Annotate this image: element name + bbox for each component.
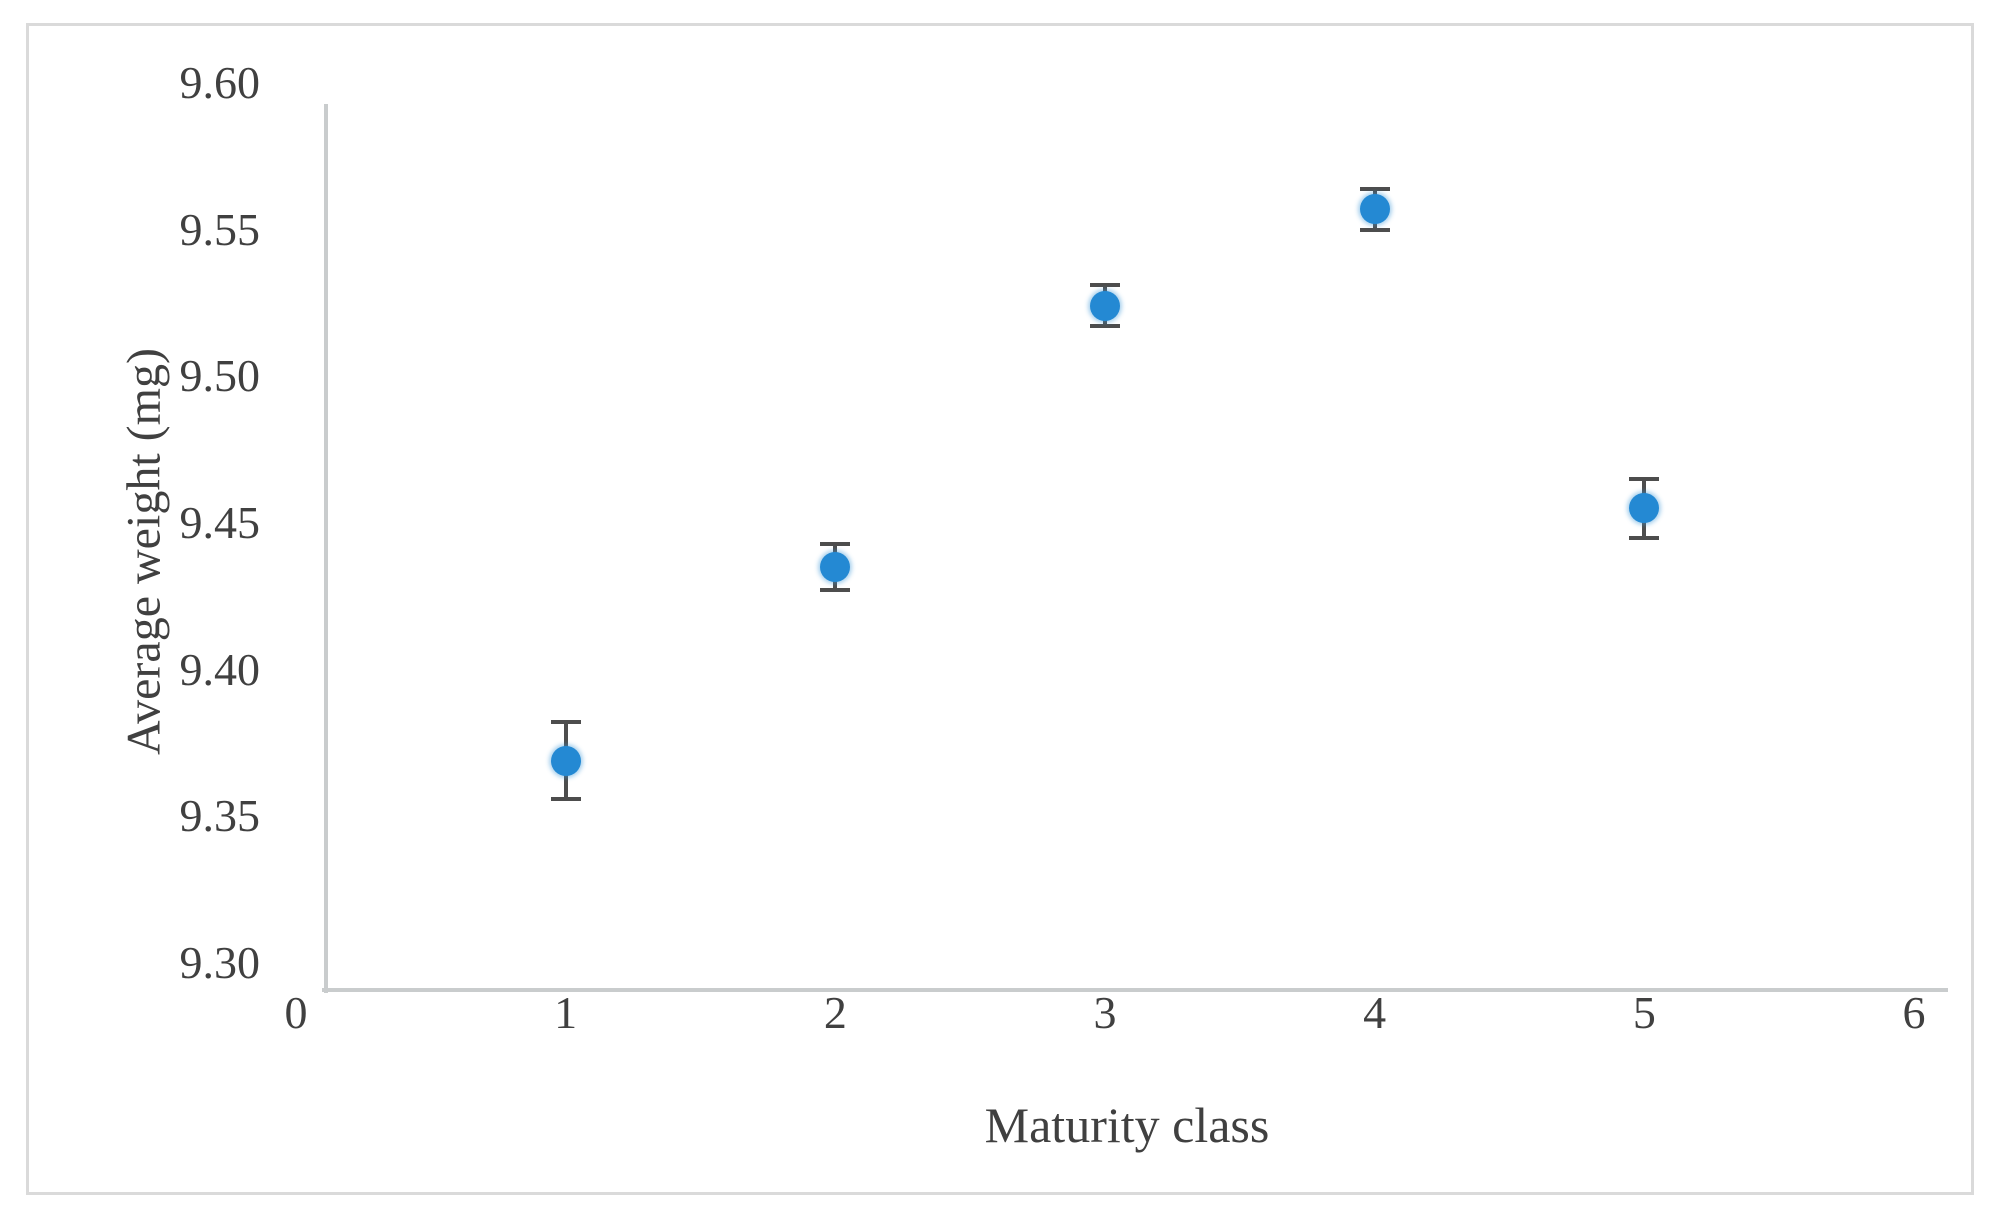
- error-bar-cap: [820, 541, 851, 546]
- error-bar-cap: [820, 588, 851, 593]
- data-point-marker: [820, 552, 851, 582]
- chart-frame: Average weight (mg) Maturity class 9.60 9…: [26, 23, 1974, 1195]
- y-tick-label: 9.60: [179, 57, 261, 108]
- error-bar-cap: [1359, 227, 1390, 232]
- y-tick-label: 9.35: [179, 790, 261, 842]
- y-axis-line: [324, 104, 328, 993]
- x-tick-label: 2: [823, 987, 847, 1038]
- error-bar-cap: [550, 796, 581, 801]
- error-bar-cap: [1090, 324, 1120, 329]
- x-tick-label: 6: [1902, 987, 1926, 1038]
- x-tick-label: 1: [554, 987, 578, 1038]
- x-tick-label: 3: [1093, 987, 1117, 1038]
- error-bar-cap: [1359, 186, 1390, 191]
- data-point-marker: [1359, 194, 1390, 225]
- y-tick-label: 9.50: [179, 350, 261, 402]
- error-bar-cap: [1629, 535, 1660, 540]
- x-tick-label: 0: [284, 987, 308, 1038]
- x-tick-label: 5: [1632, 987, 1656, 1038]
- y-tick-label: 9.40: [179, 643, 261, 695]
- data-point-marker: [550, 745, 581, 776]
- y-tick-label: 9.45: [179, 497, 261, 548]
- error-bar-cap: [1629, 477, 1660, 481]
- y-tick-label: 9.55: [179, 203, 261, 255]
- error-bar-cap: [1090, 283, 1120, 288]
- x-tick-label: 4: [1363, 987, 1387, 1038]
- error-bar-cap: [550, 720, 581, 725]
- data-point-marker: [1629, 493, 1660, 524]
- y-tick-label: 9.30: [179, 937, 261, 988]
- data-point-marker: [1090, 290, 1120, 321]
- x-axis-title: Maturity class: [984, 1097, 1270, 1153]
- x-axis-line: [322, 988, 1948, 992]
